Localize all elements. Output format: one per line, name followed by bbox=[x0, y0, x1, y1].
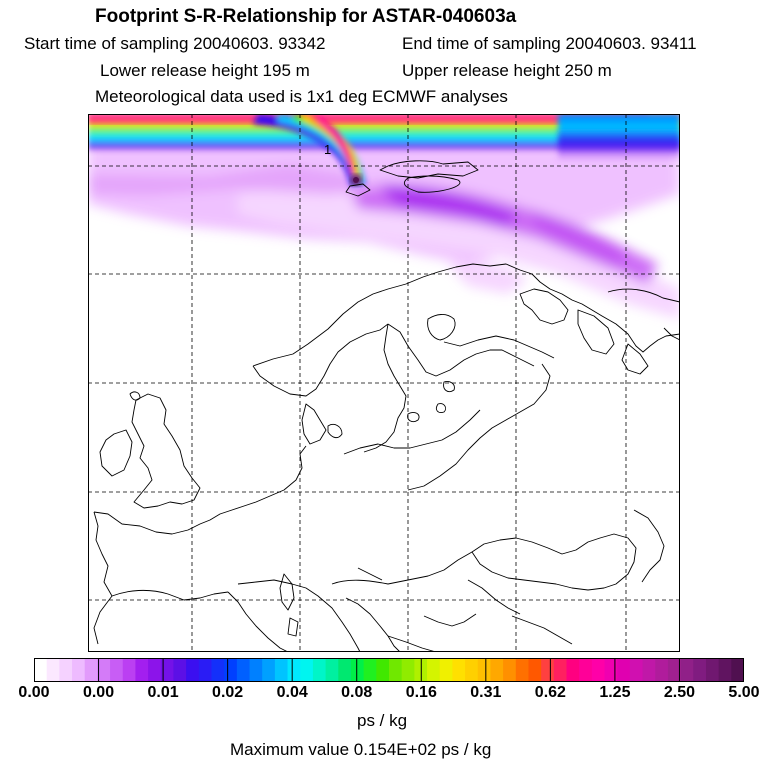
colorbar-cell bbox=[72, 658, 86, 682]
colorbar-cell bbox=[604, 658, 618, 682]
colorbar-cell bbox=[376, 658, 390, 682]
colorbar-cell bbox=[34, 658, 48, 682]
page-title: Footprint S-R-Relationship for ASTAR-040… bbox=[95, 6, 517, 27]
colorbar-cell bbox=[553, 658, 568, 682]
colorbar-cell bbox=[528, 658, 542, 682]
colorbar-cell bbox=[97, 658, 111, 682]
colorbar-cell bbox=[122, 658, 137, 682]
colorbar-cell bbox=[667, 658, 682, 682]
colorbar-cell bbox=[287, 658, 301, 682]
colorbar-cell bbox=[135, 658, 149, 682]
colorbar-tick-label: 0.08 bbox=[341, 684, 373, 701]
graticule-grid bbox=[88, 114, 680, 652]
colorbar-cell bbox=[629, 658, 644, 682]
colorbar-cell bbox=[705, 658, 720, 682]
end-time-label: End time of sampling 20040603. 93411 bbox=[402, 34, 697, 53]
map-frame bbox=[88, 114, 680, 652]
colorbar bbox=[34, 658, 744, 682]
colorbar-tick-label: 0.00 bbox=[82, 684, 115, 701]
colorbar-cell bbox=[642, 658, 656, 682]
colorbar-tick-labels: 0.00 0.00 0.01 0.02 0.04 0.08 0.16 0.31 0.62 1.25… bbox=[0, 684, 768, 706]
colorbar-cell bbox=[579, 658, 593, 682]
colorbar-cell bbox=[211, 658, 225, 682]
start-time-label: Start time of sampling 20040603. 93342 bbox=[24, 34, 326, 53]
colorbar-cell bbox=[84, 658, 98, 682]
colorbar-cell bbox=[236, 658, 251, 682]
colorbar-cell bbox=[718, 658, 732, 682]
colorbar-tick-label: 0.62 bbox=[534, 684, 566, 701]
colorbar-cell bbox=[503, 658, 517, 682]
maximum-value-label: Maximum value 0.154E+02 ps / kg bbox=[230, 740, 492, 759]
colorbar-cell bbox=[224, 658, 238, 682]
colorbar-cell bbox=[338, 658, 352, 682]
colorbar-cell bbox=[655, 658, 669, 682]
upper-release-height-label: Upper release height 250 m bbox=[402, 61, 612, 80]
colorbar-cell bbox=[325, 658, 339, 682]
meteorological-data-label: Meteorological data used is 1x1 deg ECMW… bbox=[95, 87, 508, 106]
footprint-map: 1 bbox=[88, 114, 680, 652]
colorbar-cell bbox=[490, 658, 504, 682]
colorbar-cell bbox=[591, 658, 606, 682]
colorbar-cell bbox=[173, 658, 187, 682]
colorbar-tick-label: 0.16 bbox=[405, 684, 437, 701]
colorbar-cell bbox=[262, 658, 276, 682]
colorbar-cell bbox=[300, 658, 314, 682]
colorbar-cell bbox=[427, 658, 441, 682]
colorbar-cell bbox=[160, 658, 175, 682]
colorbar-cell bbox=[148, 658, 162, 682]
units-label: ps / kg bbox=[357, 711, 408, 730]
colorbar-cell bbox=[401, 658, 415, 682]
colorbar-cell bbox=[110, 658, 124, 682]
colorbar-cell bbox=[274, 658, 289, 682]
colorbar-cell bbox=[452, 658, 466, 682]
colorbar-cell bbox=[186, 658, 200, 682]
colorbar-cell bbox=[515, 658, 530, 682]
coastlines bbox=[93, 160, 680, 652]
colorbar-cell bbox=[693, 658, 707, 682]
colorbar-cell bbox=[198, 658, 213, 682]
colorbar-cell bbox=[439, 658, 453, 682]
colorbar-tick-label: 5.00 bbox=[728, 684, 760, 701]
colorbar-cell bbox=[363, 658, 377, 682]
colorbar-cell bbox=[541, 658, 555, 682]
colorbar-cell bbox=[566, 658, 580, 682]
colorbar-tick-label: 0.04 bbox=[276, 684, 308, 701]
colorbar-cell bbox=[312, 658, 327, 682]
colorbar-tick-label: 2.50 bbox=[663, 684, 696, 701]
colorbar-cell bbox=[46, 658, 60, 682]
footprint-field bbox=[88, 114, 680, 319]
colorbar-tick-label: 0.00 bbox=[18, 684, 50, 701]
colorbar-cell bbox=[731, 658, 744, 682]
colorbar-cell bbox=[389, 658, 403, 682]
colorbar-tick-label: 0.02 bbox=[212, 684, 244, 701]
contour-label: 1 bbox=[324, 142, 331, 157]
colorbar-tick-label: 1.25 bbox=[599, 684, 631, 701]
colorbar-cell bbox=[477, 658, 492, 682]
colorbar-cell bbox=[465, 658, 479, 682]
colorbar-tick-label: 0.31 bbox=[470, 684, 502, 701]
lower-release-height-label: Lower release height 195 m bbox=[100, 61, 310, 80]
colorbar-cell bbox=[350, 658, 365, 682]
colorbar-cell bbox=[249, 658, 263, 682]
colorbar-cell bbox=[680, 658, 694, 682]
colorbar-cell bbox=[617, 658, 631, 682]
colorbar-cell bbox=[59, 658, 73, 682]
colorbar-tick-label: 0.01 bbox=[147, 684, 179, 701]
